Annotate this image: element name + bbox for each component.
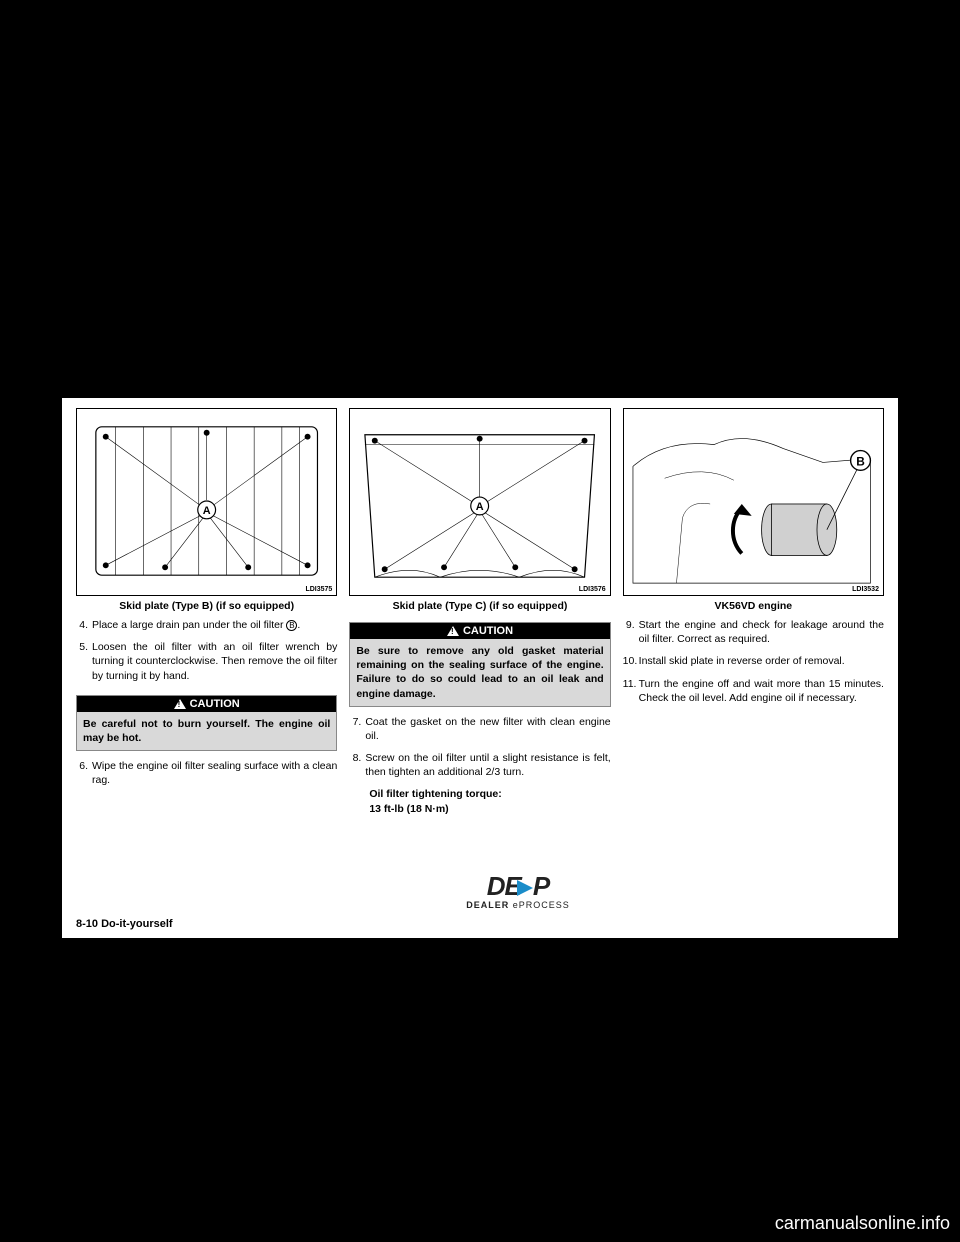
figure-id: LDI3576 bbox=[579, 586, 606, 593]
step-text: Install skid plate in reverse order of r… bbox=[639, 654, 884, 668]
manual-page: A LDI3575 Skid plate (Type B) (if so equ… bbox=[62, 398, 898, 938]
caution-box: CAUTION Be sure to remove any old gasket… bbox=[349, 622, 610, 707]
step-8: 8. Screw on the oil filter until a sligh… bbox=[349, 751, 610, 779]
column-2: A LDI3576 Skid plate (Type C) (if so equ… bbox=[349, 408, 610, 928]
logo-sub-b: ePROCESS bbox=[513, 900, 570, 910]
torque-spec-label: Oil filter tightening torque: bbox=[349, 787, 610, 801]
skid-plate-b-diagram: A bbox=[77, 409, 336, 595]
logo-triangle-icon bbox=[517, 880, 533, 896]
step-text-part: Place a large drain pan under the oil fi… bbox=[92, 619, 286, 631]
step-7: 7. Coat the gasket on the new filter wit… bbox=[349, 715, 610, 743]
figure-vk56vd-engine: B LDI3532 bbox=[623, 408, 884, 596]
step-text: Turn the engine off and wait more than 1… bbox=[639, 677, 884, 705]
svg-text:A: A bbox=[476, 501, 484, 513]
warning-icon bbox=[447, 626, 459, 636]
step-number: 10. bbox=[623, 654, 639, 668]
watermark: carmanualsonline.info bbox=[775, 1213, 950, 1234]
warning-icon bbox=[174, 699, 186, 709]
step-number: 5. bbox=[76, 640, 92, 683]
logo-sub-a: DEALER bbox=[466, 900, 513, 910]
logo-subtitle: DEALER ePROCESS bbox=[466, 900, 570, 910]
step-6: 6. Wipe the engine oil filter sealing su… bbox=[76, 759, 337, 787]
figure-caption: Skid plate (Type C) (if so equipped) bbox=[349, 600, 610, 612]
figure-caption: Skid plate (Type B) (if so equipped) bbox=[76, 600, 337, 612]
caution-header: CAUTION bbox=[350, 623, 609, 639]
step-text-end: . bbox=[297, 619, 300, 631]
step-4: 4. Place a large drain pan under the oil… bbox=[76, 618, 337, 632]
figure-skid-plate-c: A LDI3576 bbox=[349, 408, 610, 596]
step-text: Loosen the oil filter with an oil filter… bbox=[92, 640, 337, 683]
caution-box: CAUTION Be careful not to burn yourself.… bbox=[76, 695, 337, 751]
figure-id: LDI3532 bbox=[852, 586, 879, 593]
step-number: 7. bbox=[349, 715, 365, 743]
step-text: Screw on the oil filter until a slight r… bbox=[365, 751, 610, 779]
step-text: Start the engine and check for leakage a… bbox=[639, 618, 884, 646]
step-text: Place a large drain pan under the oil fi… bbox=[92, 618, 337, 632]
figure-caption: VK56VD engine bbox=[623, 600, 884, 612]
svg-text:B: B bbox=[856, 454, 865, 468]
caution-body: Be careful not to burn yourself. The eng… bbox=[77, 712, 336, 750]
step-11: 11. Turn the engine off and wait more th… bbox=[623, 677, 884, 705]
step-9: 9. Start the engine and check for leakag… bbox=[623, 618, 884, 646]
step-text: Coat the gasket on the new filter with c… bbox=[365, 715, 610, 743]
caution-body: Be sure to remove any old gasket materia… bbox=[350, 639, 609, 706]
caution-header: CAUTION bbox=[77, 696, 336, 712]
dealer-eprocess-logo: DEP DEALER ePROCESS bbox=[424, 860, 612, 926]
torque-spec-value: 13 ft-lb (18 N·m) bbox=[349, 802, 610, 816]
step-10: 10. Install skid plate in reverse order … bbox=[623, 654, 884, 668]
step-number: 9. bbox=[623, 618, 639, 646]
column-1: A LDI3575 Skid plate (Type B) (if so equ… bbox=[76, 408, 337, 928]
engine-oil-filter-diagram: B bbox=[624, 409, 883, 595]
svg-text:A: A bbox=[203, 505, 211, 517]
column-3: B LDI3532 VK56VD engine 9. Start the eng… bbox=[623, 408, 884, 928]
caution-label: CAUTION bbox=[190, 698, 240, 710]
step-number: 6. bbox=[76, 759, 92, 787]
figure-id: LDI3575 bbox=[305, 586, 332, 593]
step-number: 4. bbox=[76, 618, 92, 632]
callout-b-icon: B bbox=[286, 620, 297, 631]
skid-plate-c-diagram: A bbox=[350, 409, 609, 595]
step-number: 11. bbox=[623, 677, 639, 705]
step-number: 8. bbox=[349, 751, 365, 779]
step-text: Wipe the engine oil filter sealing surfa… bbox=[92, 759, 337, 787]
caution-label: CAUTION bbox=[463, 625, 513, 637]
page-footer: 8-10 Do-it-yourself bbox=[76, 918, 173, 930]
figure-skid-plate-b: A LDI3575 bbox=[76, 408, 337, 596]
step-5: 5. Loosen the oil filter with an oil fil… bbox=[76, 640, 337, 683]
logo-text: DEP bbox=[487, 871, 549, 902]
